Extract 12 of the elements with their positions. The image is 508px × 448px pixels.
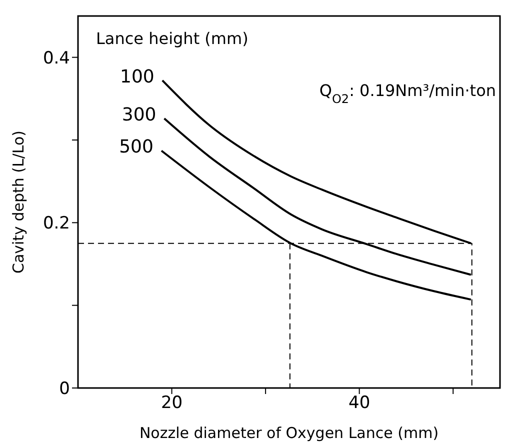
series-label: 300	[122, 104, 156, 126]
y-tick-label: 0.4	[42, 48, 70, 68]
legend-title: Lance height (mm)	[96, 29, 248, 48]
y-tick-label: 0.2	[42, 214, 70, 234]
annotation: Q$_{O2}$: 0.19Nm³/min·ton	[319, 81, 496, 106]
x-tick-label: 20	[160, 393, 183, 414]
y-tick-label: 0	[59, 379, 70, 400]
y-axis-title: Cavity depth (L/Lo)	[9, 130, 28, 274]
x-tick-label: 40	[348, 393, 370, 414]
x-axis-title: Nozzle diameter of Oxygen Lance (mm)	[139, 424, 439, 442]
series-label: 100	[120, 66, 154, 88]
series-label: 500	[119, 136, 154, 158]
